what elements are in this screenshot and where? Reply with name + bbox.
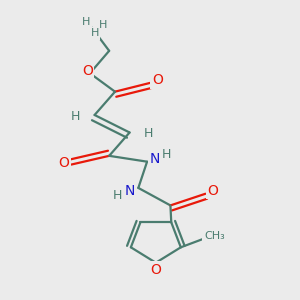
Text: N: N [124,184,135,198]
Text: CH₃: CH₃ [204,231,225,241]
Text: H: H [99,20,107,30]
Text: H: H [90,28,99,38]
Text: H: H [113,189,123,202]
Text: H: H [82,17,90,27]
Text: H: H [71,110,80,123]
Text: O: O [82,64,93,78]
Text: H: H [144,128,153,140]
Text: O: O [152,73,163,87]
Text: O: O [58,156,69,170]
Text: O: O [150,263,161,277]
Text: O: O [207,184,218,198]
Text: H: H [161,148,171,161]
Text: N: N [149,152,160,166]
